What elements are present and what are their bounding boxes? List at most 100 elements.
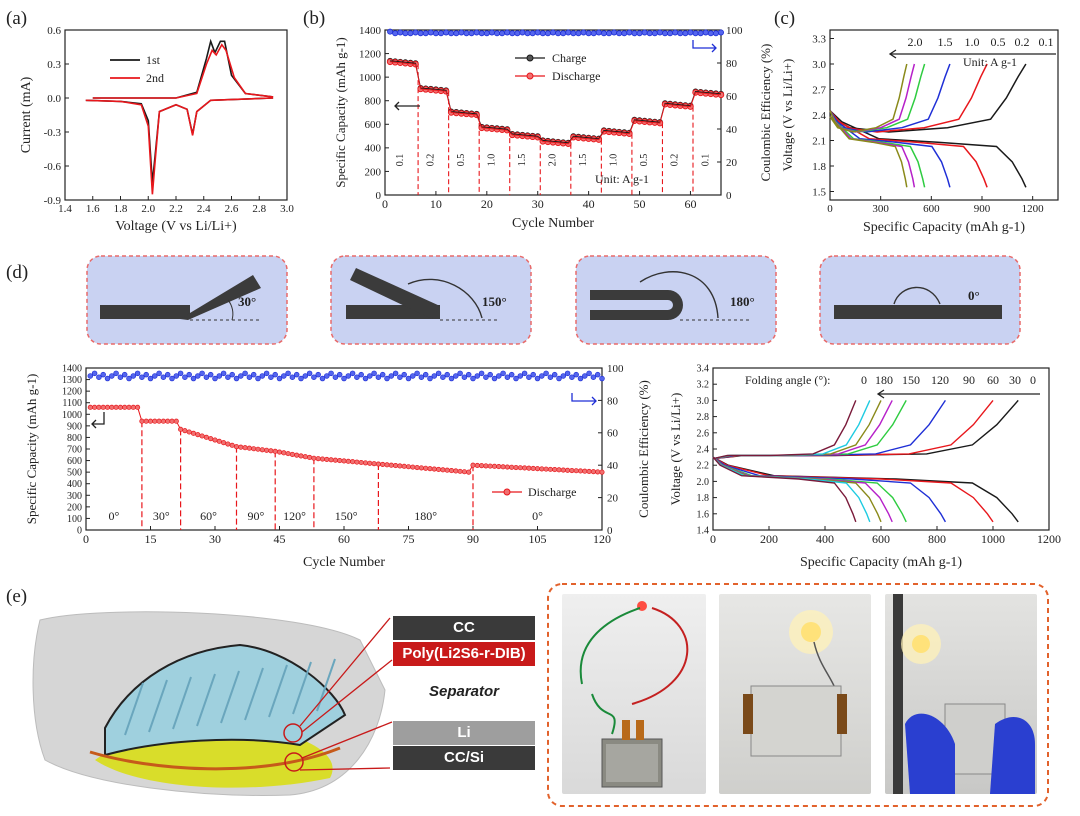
chart-d1-x-tick-label: 45: [274, 532, 286, 546]
chart-d2-angle-arrow: [876, 389, 1040, 399]
chart-d1-ce-point: [173, 373, 180, 379]
chart-b-ce-point: [560, 30, 567, 37]
chart-c-frame: [829, 29, 1059, 201]
chart-d1-discharge-point: [130, 404, 136, 410]
chart-d1-discharge-point: [371, 461, 377, 467]
chart-c-y-tick-label: 3.0: [812, 59, 826, 71]
chart-a-frame: [64, 29, 288, 201]
chart-d1-discharge-point: [522, 465, 528, 471]
chart-d1-ce-point: [152, 373, 158, 379]
chart-c-rate-label: 1.0: [965, 35, 980, 49]
chart-d1-ce-point: [113, 370, 119, 377]
chart-d2-angle-label: 150: [902, 373, 920, 387]
chart-d1-ce-point: [147, 375, 154, 382]
chart-d1-discharge-point: [440, 467, 446, 473]
chart-b-ce-point: [448, 30, 455, 37]
chart-d1-ce-point: [199, 370, 205, 377]
chart-b-ce-point: [636, 30, 643, 37]
chart-d1-y-left-tick-label: 100: [67, 514, 82, 525]
chart-d1-discharge-point: [126, 404, 132, 410]
chart-d1-discharge-point: [444, 467, 450, 473]
chart-d2-discharge-curve: [712, 456, 947, 523]
chart-b-ce-point: [570, 30, 577, 37]
chart-c-y-tick-label: 1.8: [812, 161, 826, 173]
chart-a-legend-label: 1st: [146, 53, 161, 67]
chart-d1-ce-point: [207, 371, 214, 378]
chart-d1-y-left-tick-label: 1300: [62, 375, 82, 386]
chart-b-ce-point: [514, 30, 521, 37]
schematic-box: [330, 255, 532, 345]
chart-b-legend-swatch-marker: [526, 54, 534, 62]
chart-d1-ce-point: [491, 375, 498, 382]
chart-d1-ce-point: [289, 374, 296, 380]
chart-d1-ce-point: [422, 371, 429, 378]
chart-d1-ce-point: [341, 375, 347, 382]
chart-d1-ce-point: [500, 370, 506, 377]
photo-led-folded: [719, 594, 871, 794]
chart-d2-angle-label: 120: [931, 373, 949, 387]
chart-d1-discharge-point: [139, 418, 145, 424]
chart-d1-discharge-point: [577, 468, 584, 474]
chart-d1-angle-label: 60°: [200, 509, 217, 523]
chart-d1-discharge-point: [496, 464, 502, 470]
chart-d1-y-right-tick-label: 60: [607, 428, 619, 440]
chart-b-rate-label: 1.0: [486, 154, 497, 167]
layer-background: [393, 642, 535, 666]
chart-d1-ylabel-left: Specific Capacity (mAh g-1): [24, 374, 39, 525]
chart-d1-discharge-point: [573, 468, 579, 474]
chart-d1-y-left-tick-label: 700: [67, 445, 82, 456]
chart-d1-discharge-point: [474, 462, 480, 468]
chart-b-ce-point: [499, 30, 506, 37]
chart-a-x-tick-label: 2.8: [252, 203, 266, 215]
chart-d1-angle-label: 0°: [109, 509, 120, 523]
chart-d1-discharge-point: [337, 458, 343, 464]
chart-d1-ce-point: [139, 374, 145, 380]
chart-d1-discharge-point: [418, 465, 424, 471]
chart-b-ce-point: [687, 29, 694, 36]
schematic-angle-arc: [893, 286, 941, 305]
chart-d1-ce-point: [448, 375, 455, 382]
chart-b-ce-point: [580, 29, 587, 36]
photo-led-bent-by-hand: [885, 594, 1037, 794]
chart-d1-ce-point: [513, 375, 519, 382]
chart-d2-angle-label: 180: [875, 373, 893, 387]
chart-b-ce-point: [631, 30, 638, 37]
layer-background: [393, 680, 535, 704]
chart-d1-ce-point: [169, 375, 175, 382]
chart-d1-y-left-tick-label: 0: [77, 526, 82, 537]
chart-d1-discharge-point: [160, 418, 166, 424]
chart-b-ce-point: [682, 30, 689, 37]
chart-d1-ce-point: [397, 374, 403, 380]
chart-d1-discharge-point: [509, 464, 515, 470]
chart-d1-discharge-point: [328, 457, 334, 463]
chart-d1-ce-point: [375, 374, 382, 380]
chart-d1-ce-point: [87, 373, 94, 379]
chart-a-x-tick-label: 2.0: [141, 203, 155, 215]
chart-b-y-right-tick-label: 60: [726, 91, 738, 103]
chart-d1-ce-point: [504, 374, 511, 380]
chart-a-x-tick-label: 3.0: [280, 203, 294, 215]
chart-d1-discharge-point: [375, 461, 381, 467]
chart-d1-ce-point: [121, 371, 128, 378]
chart-a-legend-label: 2nd: [146, 71, 164, 85]
schematic-flat-bar: [834, 305, 1002, 319]
chart-c-y-tick-label: 2.7: [812, 84, 826, 96]
chart-d1-discharge-point: [135, 404, 141, 410]
schematic-angle-arc: [227, 299, 234, 321]
chart-b-ce-point: [458, 29, 465, 36]
chart-d1-discharge-point: [504, 464, 510, 470]
chart-b-ce-point: [616, 30, 623, 37]
chart-b-rate-label: 0.2: [425, 154, 436, 167]
chart-a-y-tick-label: 0.3: [47, 59, 61, 71]
chart-d1-discharge-point: [367, 460, 373, 466]
chart-b-ce-point: [417, 30, 424, 37]
chart-d1-discharge-point: [332, 457, 338, 463]
callout-line-2: [301, 659, 393, 733]
chart-b-ce-point: [651, 30, 658, 37]
chart-d1-ce-point: [427, 375, 433, 382]
chart-d1-discharge-point: [341, 458, 347, 464]
schematic-angle-arc: [639, 271, 719, 319]
chart-d1-angle-label: 30°: [153, 509, 170, 523]
chart-d1-discharge-point: [431, 466, 437, 472]
photos-frame: [547, 583, 1049, 807]
